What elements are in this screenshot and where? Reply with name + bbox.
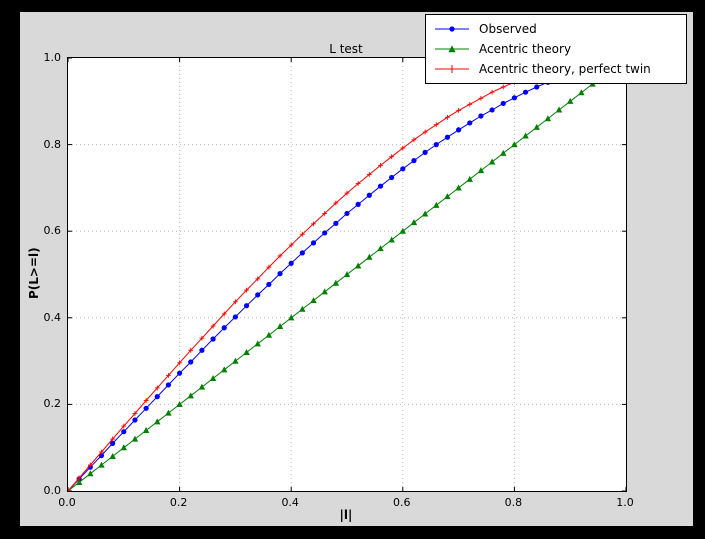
plot-svg [68,58,626,491]
chart-title: L test [329,42,363,56]
legend-item-perfect-twin: Acentric theory, perfect twin [434,59,678,79]
x-tick-label: 0.6 [393,496,411,509]
x-tick-label: 0.8 [504,496,523,509]
y-tick-label: 0.6 [43,224,62,238]
y-tick-label: 0.2 [43,397,62,411]
x-axis-label: |l| [339,508,353,522]
y-tick-label: 0.0 [43,484,62,497]
y-tick-label: 0.8 [43,137,62,151]
legend: Observed Acentric theory Acentric theory… [425,14,687,84]
legend-item-observed: Observed [434,19,678,39]
y-tick-label: 0.4 [43,310,62,324]
legend-line-observed-icon [435,26,469,32]
legend-line-perfect-twin-icon [435,65,469,73]
x-tick-label: 0.2 [169,496,188,509]
x-tick-label: 0.0 [58,496,76,509]
legend-label-acentric-theory: Acentric theory [479,42,572,56]
y-tick-label: 1.0 [43,51,62,64]
legend-item-acentric-theory: Acentric theory [434,39,678,59]
y-axis-label: P(L>=l) [27,247,41,300]
plot-area [67,57,627,492]
figure-canvas: L test P(L>=l) |l| Observed Acentric the… [20,12,693,526]
x-tick-label: 1.0 [616,496,634,509]
legend-label-perfect-twin: Acentric theory, perfect twin [479,62,651,76]
x-tick-label: 0.4 [281,496,299,509]
legend-line-acentric-theory-icon [435,45,469,53]
legend-label-observed: Observed [479,22,537,36]
